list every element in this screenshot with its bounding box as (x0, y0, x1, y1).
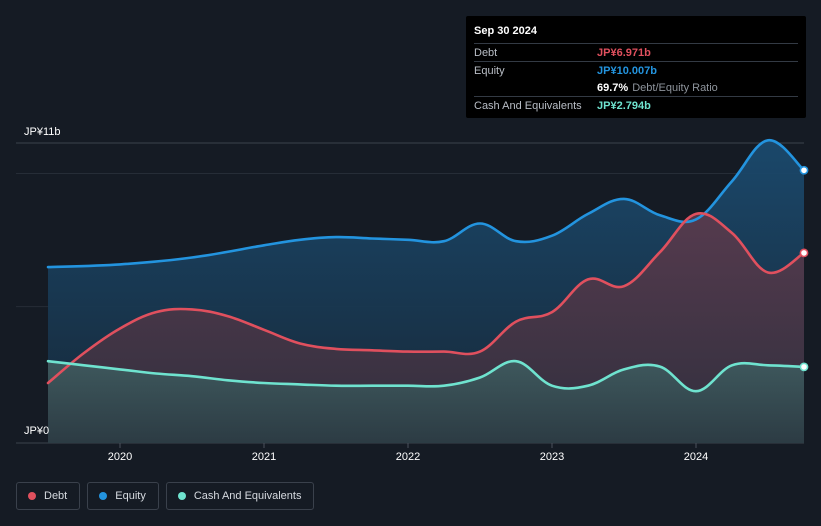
tooltip-row-ratio: 69.7% Debt/Equity Ratio (474, 79, 798, 96)
tooltip-ratio-label: Debt/Equity Ratio (632, 81, 718, 94)
tooltip-date: Sep 30 2024 (474, 25, 537, 37)
x-tick-label: 2023 (540, 451, 564, 463)
y-axis-top-label: JP¥11b (24, 126, 61, 138)
tooltip-ratio-value: 69.7% (597, 81, 629, 94)
x-tick-label: 2022 (396, 451, 420, 463)
debt-dot-icon (28, 492, 36, 500)
tooltip-cash-value: JP¥2.794b (597, 99, 651, 112)
x-tick-label: 2021 (252, 451, 276, 463)
equity-end-marker (799, 165, 809, 175)
tooltip-cash-label: Cash And Equivalents (474, 99, 582, 112)
tooltip-row-equity: Equity JP¥10.007b (474, 61, 798, 79)
tooltip-row-cash: Cash And Equivalents JP¥2.794b (474, 96, 798, 114)
x-tick-label: 2024 (684, 451, 708, 463)
legend-debt-label: Debt (44, 490, 68, 502)
tooltip-debt-value: JP¥6.971b (597, 46, 651, 59)
legend-equity-label: Equity (115, 490, 146, 502)
legend-item-cash[interactable]: Cash And Equivalents (165, 482, 315, 510)
tooltip-equity-value: JP¥10.007b (597, 64, 657, 77)
x-axis: 2020 2021 2022 2023 2024 (108, 443, 708, 463)
series-areas (48, 140, 804, 443)
legend-item-equity[interactable]: Equity (87, 482, 159, 510)
chart-legend: Debt Equity Cash And Equivalents (16, 482, 315, 510)
series-lines (46, 139, 806, 393)
series-end-markers (799, 165, 809, 372)
debt-line (46, 212, 806, 385)
equity-line (46, 139, 806, 269)
data-tooltip: Sep 30 2024 Debt JP¥6.971b Equity JP¥10.… (466, 16, 806, 118)
debt-end-marker (799, 248, 809, 258)
legend-cash-label: Cash And Equivalents (193, 490, 302, 502)
tooltip-equity-label: Equity (474, 64, 505, 77)
cash-end-marker (799, 362, 809, 372)
x-tick-label: 2020 (108, 451, 132, 463)
equity-dot-icon (99, 492, 108, 500)
tooltip-row-debt: Debt JP¥6.971b (474, 43, 798, 61)
tooltip-debt-label: Debt (474, 46, 498, 59)
y-axis-bottom-label: JP¥0 (24, 425, 50, 437)
legend-item-debt[interactable]: Debt (16, 482, 81, 510)
cash-line (46, 359, 806, 393)
cash-dot-icon (177, 492, 186, 500)
